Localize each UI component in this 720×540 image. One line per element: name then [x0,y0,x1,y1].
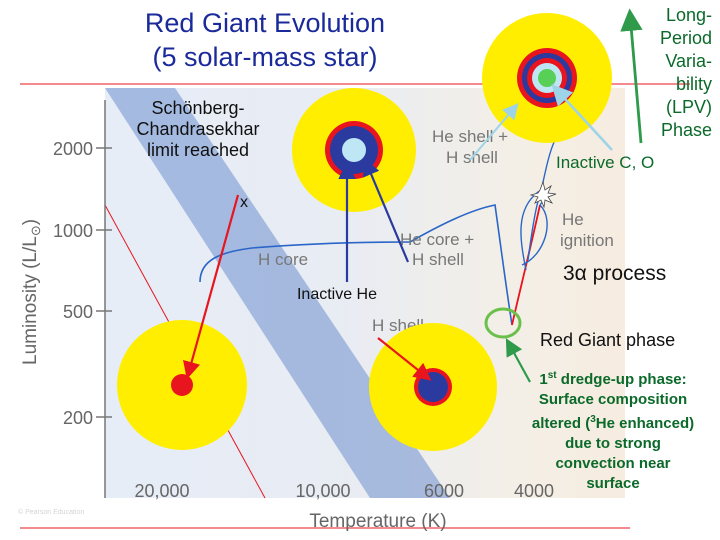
y-tick-label-1000: 1000 [53,221,93,241]
lpv-line-6: Phase [660,120,712,140]
arrow-he-shell [469,102,519,161]
x-tick-label-6000: 6000 [424,481,464,501]
dredge-up-line-4: due to strong [565,435,661,452]
schonberg-line-2: Chandrasekhar [136,119,260,139]
star-ms [117,320,247,450]
y-tick-label-500: 500 [63,302,93,322]
triple-alpha-label: 3α process [563,262,703,285]
inactive-co-label: Inactive C, O [556,153,655,172]
lpv-line-3: Varia- [665,51,712,71]
title-line-1: Red Giant Evolution [144,8,386,38]
lpv-annotation: Long- Period Varia- bility (LPV) Phase [628,4,712,142]
arrow-h-shell-to-star [377,337,432,381]
x-tick-label-20000: 20,000 [134,481,189,501]
schonberg-line-1: Schönberg- [151,98,245,118]
triple-alpha-text: process [586,262,667,285]
y-axis-label-sun: ⊙ [28,225,43,236]
y-axis-label-main: Luminosity (L/L [20,236,41,365]
track-to-red-giant [409,204,513,326]
y-tick-label-200: 200 [63,408,93,428]
label-he-core-1: He core + [400,230,474,249]
x-tick-label-10000: 10,000 [295,481,350,501]
red-giant-phase-label: Red Giant phase [540,330,676,350]
lpv-line-5: (LPV) [665,97,712,117]
x-axis-label: Temperature (K) [309,511,446,532]
arrow-inactive-co [551,84,613,151]
dredge-up-line-3: altered (3He enhanced) [531,414,695,432]
track-h-core [199,241,411,283]
page-title: Red Giant Evolution (5 solar-mass star) [80,6,450,74]
triple-alpha-symbol: 3α [563,262,587,285]
schonberg-line-3: limit reached [146,140,250,160]
star-shell-burning [292,88,416,212]
label-he-core-2: H shell [412,250,464,269]
main-sequence-band [105,88,450,498]
he-ignition-burst-icon [529,180,557,209]
arrow-shell-to-star [362,157,410,263]
inactive-he-label: Inactive He [296,286,378,303]
x-tick-label-4000: 4000 [514,481,554,501]
dredge-up-line-2: Surface composition [538,391,688,408]
dredge-up-line-6: surface [586,475,640,492]
label-he-shell-1: He shell + [432,127,508,146]
dredge-up-line-5: convection near [555,455,671,472]
schonberg-annotation: Schönberg- Chandrasekhar limit reached [118,98,278,161]
schonberg-marker: x [240,194,248,211]
y-tick-label-2000: 2000 [53,139,93,159]
y-axis-label: Luminosity (L/L⊙) [20,219,43,365]
title-line-2: (5 solar-mass star) [152,42,378,72]
copyright-watermark: © Pearson Education [18,508,84,516]
dredge-up-line-1: 1st dredge-up phase: [539,370,687,388]
star-red-giant [369,323,497,451]
label-he-ignition-1: He [562,210,584,229]
lpv-line-4: bility [675,74,712,94]
lpv-line-2: Period [659,28,712,48]
label-he-ignition-2: ignition [560,231,614,250]
lpv-line-1: Long- [665,5,712,25]
label-h-core: H core [258,250,308,269]
arrow-dredge-up [505,338,531,383]
arrow-lpv [620,8,643,144]
arrow-ms-to-star [183,194,240,380]
red-giant-phase-circle [484,307,522,339]
dredge-up-annotation: 1st dredge-up phase: Surface composition… [510,366,716,494]
